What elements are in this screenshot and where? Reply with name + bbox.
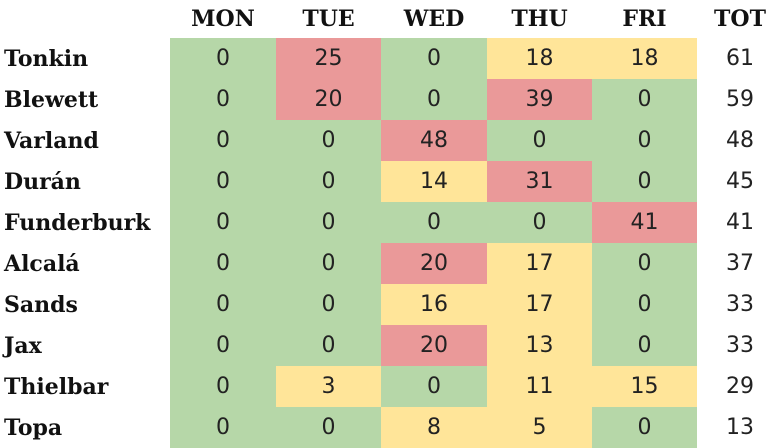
heat-cell: 0 xyxy=(170,161,276,202)
heat-cell: 48 xyxy=(381,120,487,161)
heat-cell: 0 xyxy=(381,79,487,120)
column-header: MON xyxy=(191,6,255,32)
heat-cell: 20 xyxy=(276,79,381,120)
heat-cell: 0 xyxy=(170,120,276,161)
heat-cell: 0 xyxy=(276,407,381,448)
row-label: Thielbar xyxy=(4,373,109,400)
heat-cell: 0 xyxy=(276,243,381,284)
heat-cell: 16 xyxy=(381,284,487,325)
total-cell: 37 xyxy=(726,251,754,276)
heat-cell: 13 xyxy=(487,325,592,366)
heat-cell: 0 xyxy=(487,120,592,161)
heat-cell: 0 xyxy=(592,284,697,325)
column-header: TOT xyxy=(714,6,766,32)
heat-cell: 18 xyxy=(592,38,697,79)
total-cell: 29 xyxy=(726,374,754,399)
heat-cell: 0 xyxy=(170,243,276,284)
total-cell: 45 xyxy=(726,169,754,194)
heat-cell: 14 xyxy=(381,161,487,202)
heat-cell: 0 xyxy=(592,161,697,202)
heat-cell: 41 xyxy=(592,202,697,243)
column-header: TUE xyxy=(302,6,355,32)
heat-cell: 39 xyxy=(487,79,592,120)
heat-cell: 3 xyxy=(276,366,381,407)
heat-cell: 0 xyxy=(592,79,697,120)
heat-cell: 18 xyxy=(487,38,592,79)
total-cell: 33 xyxy=(726,333,754,358)
column-header: WED xyxy=(403,6,465,32)
heat-cell: 17 xyxy=(487,243,592,284)
heat-cell: 0 xyxy=(170,366,276,407)
heat-cell: 31 xyxy=(487,161,592,202)
row-label: Funderburk xyxy=(4,209,151,236)
heat-cell: 0 xyxy=(592,120,697,161)
column-header: THU xyxy=(511,6,568,32)
heat-cell: 0 xyxy=(170,284,276,325)
heat-cell: 0 xyxy=(592,243,697,284)
heat-cell: 0 xyxy=(592,325,697,366)
heat-cell: 0 xyxy=(381,202,487,243)
heat-cell: 0 xyxy=(276,202,381,243)
heat-cell: 0 xyxy=(170,38,276,79)
heat-cell: 0 xyxy=(276,120,381,161)
heat-cell: 25 xyxy=(276,38,381,79)
row-label: Tonkin xyxy=(4,45,89,72)
heat-cell: 17 xyxy=(487,284,592,325)
column-header: FRI xyxy=(622,6,667,32)
heat-cell: 8 xyxy=(381,407,487,448)
heat-cell: 0 xyxy=(276,161,381,202)
heat-cell: 0 xyxy=(276,284,381,325)
heat-cell: 20 xyxy=(381,325,487,366)
heat-cell: 0 xyxy=(381,38,487,79)
heat-cell: 20 xyxy=(381,243,487,284)
total-cell: 33 xyxy=(726,292,754,317)
heat-cell: 11 xyxy=(487,366,592,407)
row-label: Blewett xyxy=(4,86,99,113)
row-label: Durán xyxy=(4,168,81,195)
heat-cell: 0 xyxy=(276,325,381,366)
heat-cell: 0 xyxy=(381,366,487,407)
row-label: Varland xyxy=(4,127,99,154)
total-cell: 48 xyxy=(726,128,754,153)
heat-cell: 0 xyxy=(170,325,276,366)
heat-cell: 0 xyxy=(592,407,697,448)
heat-cell: 0 xyxy=(170,407,276,448)
heat-cell: 5 xyxy=(487,407,592,448)
heat-cell: 0 xyxy=(487,202,592,243)
row-label: Alcalá xyxy=(4,250,80,277)
row-label: Sands xyxy=(4,291,78,318)
total-cell: 41 xyxy=(726,210,754,235)
total-cell: 59 xyxy=(726,87,754,112)
row-label: Topa xyxy=(4,414,63,441)
total-cell: 61 xyxy=(726,46,754,71)
row-label: Jax xyxy=(4,332,42,359)
heat-cell: 0 xyxy=(170,79,276,120)
heat-cell: 15 xyxy=(592,366,697,407)
heat-cell: 0 xyxy=(170,202,276,243)
total-cell: 13 xyxy=(726,415,754,440)
